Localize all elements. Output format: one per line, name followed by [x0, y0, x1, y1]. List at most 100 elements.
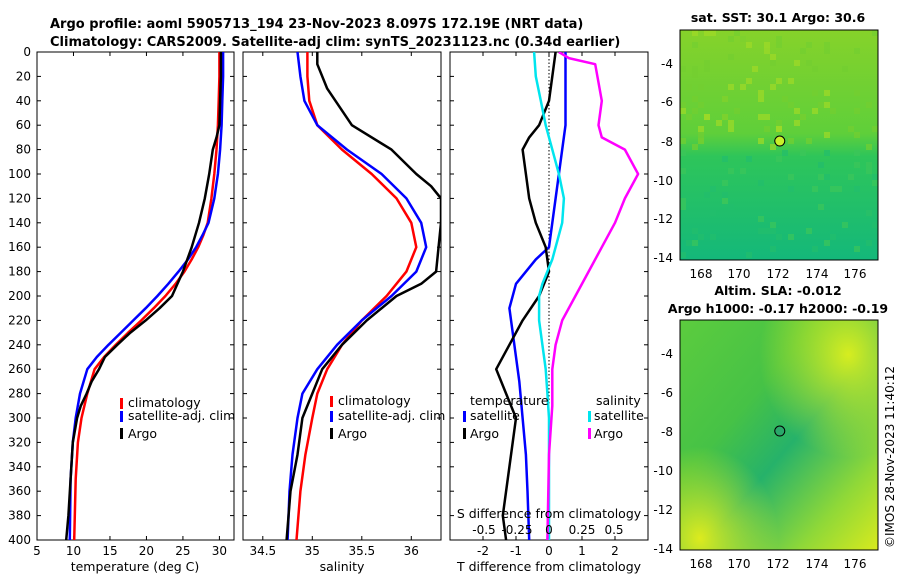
y-tick-label: 340	[8, 460, 31, 474]
sst-pixel	[758, 114, 764, 120]
legend-swatch-argo	[330, 428, 333, 439]
sst-pixel	[758, 228, 764, 234]
x-tick-label: 10	[66, 544, 81, 558]
y-tick-label: 0	[23, 45, 31, 59]
sst-pixel	[776, 126, 782, 132]
y-tick-label: 400	[8, 533, 31, 547]
sst-pixel	[680, 108, 686, 114]
sst-pixel	[830, 234, 836, 240]
y-tick-label: 360	[8, 484, 31, 498]
sst-pixel	[680, 102, 686, 108]
sst-pixel	[734, 108, 740, 114]
lat-tick: -4	[661, 347, 673, 361]
lon-tick: 170	[728, 557, 751, 571]
lon-tick: 174	[806, 267, 829, 281]
sst-pixel	[818, 204, 824, 210]
sla-map-title: Altim. SLA: -0.012	[714, 283, 841, 298]
sst-pixel	[722, 198, 728, 204]
sst-pixel	[830, 108, 836, 114]
argo-position-marker	[774, 135, 786, 147]
sst-pixel	[854, 246, 860, 252]
sst-pixel	[704, 30, 710, 36]
sst-pixel	[686, 240, 692, 246]
sst-pixel	[686, 84, 692, 90]
sst-pixel	[722, 192, 728, 198]
x-tick-label: 35.5	[348, 544, 375, 558]
sst-pixel	[746, 156, 752, 162]
sla-map-yticks: -4 -6 -8 -10 -12 -14	[653, 347, 673, 556]
temperature-lines	[64, 52, 225, 540]
sst-pixel	[770, 84, 776, 90]
sst-pixel	[824, 102, 830, 108]
sst-map-frame	[679, 29, 879, 261]
sst-pixel	[830, 186, 836, 192]
sst-pixel	[740, 168, 746, 174]
sst-pixel	[692, 108, 698, 114]
sst-pixel	[692, 228, 698, 234]
sst-pixel	[806, 228, 812, 234]
lon-tick: 172	[767, 557, 790, 571]
sst-pixel	[866, 144, 872, 150]
sst-pixel	[794, 120, 800, 126]
sst-pixel	[704, 66, 710, 72]
y-tick-label: 60	[16, 118, 31, 132]
imos-credit: ©IMOS 28-Nov-2023 11:40:12	[883, 366, 897, 548]
sst-pixel	[776, 120, 782, 126]
legend-swatch-satellite	[120, 411, 123, 422]
legend-swatch-t-argo	[463, 428, 466, 439]
sst-texture	[680, 30, 878, 258]
sst-pixel	[788, 102, 794, 108]
sst-pixel	[692, 240, 698, 246]
sst-pixel	[722, 180, 728, 186]
lon-tick: 168	[690, 557, 713, 571]
y-tick-label: 280	[8, 387, 31, 401]
sst-pixel	[824, 48, 830, 54]
salinity-series-argo	[285, 52, 441, 540]
s-tick: 0	[545, 523, 553, 537]
y-tick-label: 100	[8, 167, 31, 181]
lat-tick: -12	[653, 503, 673, 517]
sst-pixel	[776, 42, 782, 48]
sst-pixel	[680, 198, 686, 204]
sst-pixel	[770, 246, 776, 252]
sla-map-frame	[679, 319, 879, 551]
legend-label-satellite: satellite-adj. clim	[128, 408, 235, 423]
sst-pixel	[680, 138, 686, 144]
sst-pixel	[728, 120, 734, 126]
legend-label-satellite: satellite-adj. clim	[338, 408, 445, 423]
s-difference-label: S difference from climatology	[457, 506, 642, 521]
sst-pixel	[710, 30, 716, 36]
sst-pixel	[680, 168, 686, 174]
temperature-legend: climatology satellite-adj. clim Argo	[120, 395, 235, 441]
sst-pixel	[872, 180, 878, 186]
sst-pixel	[746, 78, 752, 84]
lat-tick: -8	[661, 425, 673, 439]
sst-pixel	[806, 60, 812, 66]
sst-pixel	[872, 174, 878, 180]
difference-ticks: -2 -1 0 1 2	[450, 51, 648, 558]
sst-pixel	[770, 144, 776, 150]
lat-tick: -4	[661, 57, 673, 71]
legend-swatch-climatology	[330, 396, 333, 407]
depth-ticks: 0 20 40 60 80 100 120 140 160 180 200 220 240 260 280 3…	[8, 45, 31, 547]
sla-map-xticks: 168 170 172 174 176	[690, 557, 867, 571]
sst-pixel	[752, 66, 758, 72]
sst-pixel	[866, 210, 872, 216]
legend-label-argo: Argo	[338, 426, 367, 441]
y-tick-label: 140	[8, 216, 31, 230]
title-line-1: Argo profile: aoml 5905713_194 23-Nov-20…	[50, 17, 583, 32]
y-tick-label: 220	[8, 313, 31, 327]
salinity-lines	[285, 52, 441, 540]
sst-pixel	[776, 78, 782, 84]
argo-position-marker	[774, 425, 786, 437]
lat-tick: -8	[661, 135, 673, 149]
sst-pixel	[866, 162, 872, 168]
salinity-axes-box	[242, 51, 442, 541]
sst-pixel	[866, 240, 872, 246]
y-tick-label: 120	[8, 191, 31, 205]
sst-pixel	[710, 186, 716, 192]
sst-pixel	[692, 144, 698, 150]
x-tick-label: 5	[33, 544, 41, 558]
legend-swatch-s-satellite	[588, 411, 591, 422]
sst-pixel	[824, 150, 830, 156]
